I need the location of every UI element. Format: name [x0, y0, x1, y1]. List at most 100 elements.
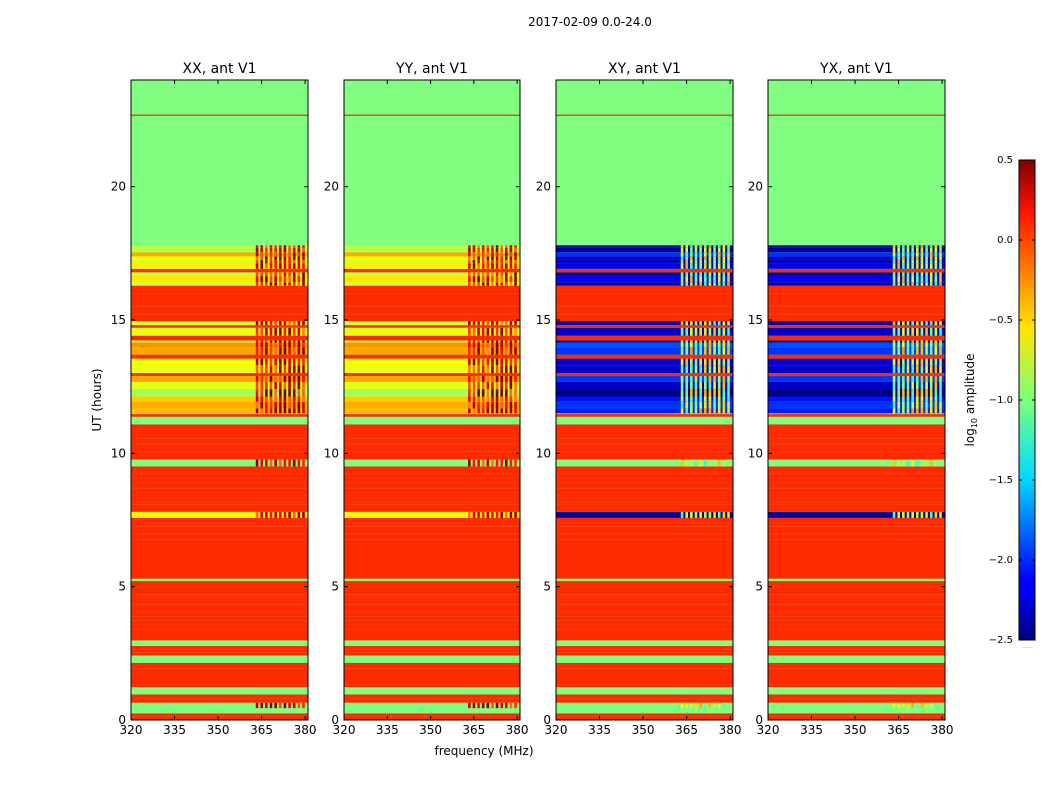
colorbar-label-prefix: log — [963, 428, 977, 446]
rfi-cell — [680, 511, 684, 518]
heatmap-row — [768, 256, 945, 260]
rfi-cell — [892, 340, 896, 343]
rfi-cell — [727, 256, 730, 260]
heatmap-row — [344, 373, 520, 377]
rfi-cell — [902, 408, 905, 414]
rfi-cell — [929, 347, 933, 355]
rfi-cell — [929, 459, 933, 467]
rfi-cell — [265, 702, 268, 709]
rfi-cell — [915, 347, 919, 355]
rfi-cell — [514, 396, 517, 402]
rfi-cell — [472, 358, 476, 366]
rfi-cell — [690, 252, 693, 257]
heatmap-row — [768, 438, 945, 445]
rfi-cell — [713, 276, 716, 283]
rfi-cell — [288, 263, 291, 269]
rfi-cell — [491, 342, 494, 348]
heatmap-row — [131, 713, 308, 717]
rfi-cell — [892, 511, 896, 518]
rfi-cell — [722, 381, 726, 390]
heatmap-row — [556, 511, 733, 518]
rfi-cell — [690, 247, 693, 253]
rfi-cell — [699, 263, 702, 269]
heatmap-row — [768, 655, 945, 663]
heatmap-row — [556, 381, 733, 390]
x-tick-label: 350 — [419, 723, 442, 737]
heatmap-row — [131, 684, 308, 688]
rfi-cell — [717, 263, 721, 269]
y-tick-label: 5 — [543, 580, 551, 594]
colorbar-tick-label: −0.5 — [989, 315, 1013, 326]
y-tick-label: 0 — [331, 713, 339, 727]
rfi-cell — [920, 321, 924, 326]
rfi-cell — [495, 511, 499, 518]
rfi-cell — [495, 702, 499, 709]
rfi-cell — [939, 459, 942, 467]
rfi-cell — [897, 282, 901, 286]
rfi-cell — [486, 511, 490, 518]
rfi-cell — [495, 358, 499, 366]
rfi-cell — [504, 511, 508, 518]
rfi-cell — [911, 340, 914, 343]
heatmap-row — [768, 526, 945, 534]
colorbar-tick-label: −1.0 — [989, 395, 1013, 406]
heatmap-row — [131, 381, 308, 390]
rfi-cell — [699, 340, 702, 343]
rfi-cell — [269, 702, 273, 709]
heatmap-row — [344, 649, 520, 653]
heatmap-row — [556, 678, 733, 685]
rfi-cell — [255, 389, 259, 397]
heatmap-row — [344, 431, 520, 439]
heatmap-row — [344, 401, 520, 409]
rfi-cell — [477, 702, 480, 709]
rfi-cell — [491, 282, 494, 286]
rfi-cell — [902, 321, 905, 326]
rfi-cell — [260, 396, 264, 402]
rfi-cell — [939, 252, 942, 257]
rfi-cell — [260, 511, 264, 518]
rfi-cell — [514, 381, 517, 390]
rfi-cell — [685, 247, 689, 253]
rfi-cell — [278, 259, 282, 264]
rfi-cell — [897, 252, 901, 257]
heatmap-row — [131, 624, 308, 630]
rfi-cell — [283, 702, 287, 709]
rfi-cell — [722, 340, 726, 343]
rfi-cell — [504, 408, 508, 414]
rfi-cell — [491, 327, 494, 336]
rfi-cell — [274, 256, 277, 260]
rfi-cell — [929, 276, 933, 283]
heatmap-row — [131, 376, 308, 382]
rfi-cell — [274, 511, 277, 518]
rfi-cell — [288, 381, 291, 390]
rfi-cell — [699, 342, 702, 348]
rfi-cell — [274, 376, 277, 382]
rfi-cell — [680, 365, 684, 374]
heatmap-row — [556, 526, 733, 534]
rfi-cell — [491, 396, 494, 402]
heatmap-row — [344, 268, 520, 273]
rfi-cell — [288, 347, 291, 355]
rfi-cell — [897, 340, 901, 343]
rfi-cell — [504, 365, 508, 374]
rfi-cell — [897, 259, 901, 264]
x-tick-label: 365 — [675, 723, 698, 737]
rfi-cell — [939, 702, 942, 709]
rfi-cell — [302, 327, 305, 336]
rfi-cell — [685, 327, 689, 336]
rfi-cell — [274, 347, 277, 355]
rfi-cell — [509, 396, 513, 402]
heatmap-row — [556, 482, 733, 489]
rfi-cell — [265, 459, 268, 467]
rfi-cell — [717, 245, 721, 248]
rfi-cell — [274, 396, 277, 402]
rfi-cell — [902, 272, 905, 277]
rfi-cell — [925, 342, 928, 348]
rfi-cell — [477, 459, 480, 467]
rfi-cell — [897, 358, 901, 366]
rfi-cell — [292, 396, 296, 402]
y-tick-label: 15 — [748, 313, 763, 327]
heatmap-row — [344, 586, 520, 595]
rfi-cell — [509, 376, 513, 382]
rfi-cell — [708, 321, 712, 326]
